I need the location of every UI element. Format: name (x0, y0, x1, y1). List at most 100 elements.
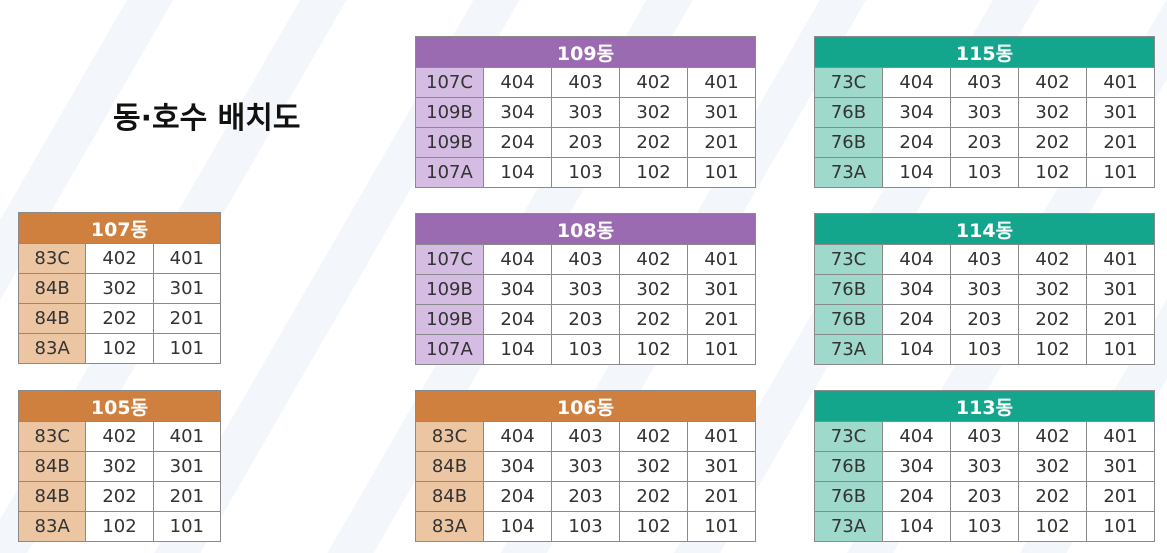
floor-row: 109B 304 303 302 301 (415, 97, 756, 128)
unit-number-cell: 104 (483, 511, 552, 542)
unit-number-cell: 403 (950, 244, 1019, 275)
building-name: 108동 (415, 213, 756, 245)
unit-number-cell: 301 (687, 274, 756, 305)
unit-number-cell: 301 (152, 273, 222, 304)
unit-number-cell: 402 (1018, 244, 1087, 275)
unit-number-cell: 404 (483, 244, 552, 275)
unit-number-cell: 204 (882, 304, 951, 335)
unit-number-cell: 202 (85, 303, 154, 334)
floor-row: 84B 204 203 202 201 (415, 481, 756, 512)
unit-number-cell: 201 (687, 304, 756, 335)
unit-number-cell: 301 (687, 451, 756, 482)
unit-number-cell: 401 (152, 243, 222, 274)
unit-type-cell: 83C (17, 421, 87, 452)
unit-type-cell: 109B (415, 97, 484, 128)
unit-number-cell: 204 (882, 481, 951, 512)
floor-row: 83C 402 401 (17, 421, 222, 452)
unit-number-cell: 201 (1086, 481, 1155, 512)
unit-type-cell: 107A (415, 334, 484, 365)
unit-number-cell: 104 (483, 334, 552, 365)
unit-number-cell: 402 (619, 421, 688, 452)
unit-number-cell: 304 (483, 451, 552, 482)
unit-number-cell: 201 (687, 481, 756, 512)
unit-number-cell: 304 (882, 274, 951, 305)
floor-row: 107A 104 103 102 101 (415, 157, 756, 188)
unit-number-cell: 303 (950, 97, 1019, 128)
unit-number-cell: 102 (619, 157, 688, 188)
unit-number-cell: 202 (85, 481, 154, 512)
floor-row: 73A 104 103 102 101 (814, 157, 1155, 188)
building-name: 115동 (814, 36, 1155, 68)
floor-row: 84B 302 301 (17, 273, 222, 304)
unit-type-cell: 76B (814, 127, 883, 158)
unit-type-cell: 107A (415, 157, 484, 188)
unit-type-cell: 73A (814, 157, 883, 188)
unit-number-cell: 201 (687, 127, 756, 158)
unit-number-cell: 303 (551, 97, 620, 128)
unit-number-cell: 201 (152, 481, 222, 512)
floor-row: 107C 404 403 402 401 (415, 244, 756, 275)
unit-number-cell: 302 (619, 97, 688, 128)
unit-number-cell: 202 (619, 304, 688, 335)
unit-number-cell: 101 (687, 334, 756, 365)
building-name: 105동 (18, 390, 221, 422)
building-name: 114동 (814, 213, 1155, 245)
unit-number-cell: 401 (1086, 421, 1155, 452)
building-table-107: 107동 83C 402 401 84B 302 301 84B 202 201 83A 102 101 (17, 212, 222, 364)
unit-number-cell: 301 (1086, 97, 1155, 128)
unit-type-cell: 84B (17, 481, 87, 512)
unit-number-cell: 304 (483, 274, 552, 305)
unit-number-cell: 204 (483, 304, 552, 335)
unit-number-cell: 102 (85, 511, 154, 542)
unit-number-cell: 102 (85, 333, 154, 364)
unit-number-cell: 103 (950, 511, 1019, 542)
unit-number-cell: 303 (950, 451, 1019, 482)
unit-number-cell: 201 (152, 303, 222, 334)
unit-number-cell: 102 (619, 334, 688, 365)
unit-number-cell: 402 (1018, 67, 1087, 98)
floor-row: 109B 304 303 302 301 (415, 274, 756, 305)
unit-number-cell: 203 (950, 127, 1019, 158)
unit-number-cell: 202 (619, 481, 688, 512)
building-table-105: 105동 83C 402 401 84B 302 301 84B 202 201 83A 102 101 (17, 390, 222, 542)
unit-number-cell: 101 (152, 511, 222, 542)
unit-number-cell: 104 (882, 157, 951, 188)
unit-type-cell: 76B (814, 304, 883, 335)
building-table-114: 114동 73C 404 403 402 401 76B 304 303 302 301 76B 204… (814, 213, 1155, 365)
building-table-108: 108동 107C 404 403 402 401 109B 304 303 302 301 109B… (415, 213, 756, 365)
building-name: 109동 (415, 36, 756, 68)
unit-number-cell: 401 (152, 421, 222, 452)
unit-number-cell: 204 (882, 127, 951, 158)
unit-type-cell: 76B (814, 481, 883, 512)
unit-type-cell: 109B (415, 127, 484, 158)
unit-number-cell: 202 (1018, 304, 1087, 335)
unit-number-cell: 302 (85, 273, 154, 304)
floor-row: 76B 204 203 202 201 (814, 304, 1155, 335)
unit-type-cell: 107C (415, 67, 484, 98)
unit-number-cell: 102 (619, 511, 688, 542)
floor-row: 83C 402 401 (17, 243, 222, 274)
unit-number-cell: 404 (483, 421, 552, 452)
unit-number-cell: 101 (1086, 157, 1155, 188)
unit-number-cell: 302 (619, 451, 688, 482)
unit-type-cell: 84B (415, 451, 484, 482)
unit-number-cell: 102 (1018, 334, 1087, 365)
unit-number-cell: 404 (882, 244, 951, 275)
unit-number-cell: 201 (1086, 127, 1155, 158)
unit-number-cell: 202 (1018, 127, 1087, 158)
unit-number-cell: 202 (1018, 481, 1087, 512)
unit-number-cell: 204 (483, 481, 552, 512)
unit-type-cell: 84B (415, 481, 484, 512)
unit-type-cell: 84B (17, 273, 87, 304)
unit-number-cell: 401 (1086, 244, 1155, 275)
unit-type-cell: 83C (415, 421, 484, 452)
unit-number-cell: 203 (950, 481, 1019, 512)
unit-number-cell: 103 (950, 157, 1019, 188)
unit-number-cell: 203 (551, 481, 620, 512)
unit-number-cell: 304 (882, 451, 951, 482)
unit-type-cell: 83A (415, 511, 484, 542)
unit-number-cell: 101 (152, 333, 222, 364)
building-table-113: 113동 73C 404 403 402 401 76B 304 303 302 301 76B 204… (814, 390, 1155, 542)
unit-type-cell: 73A (814, 334, 883, 365)
unit-number-cell: 103 (551, 334, 620, 365)
